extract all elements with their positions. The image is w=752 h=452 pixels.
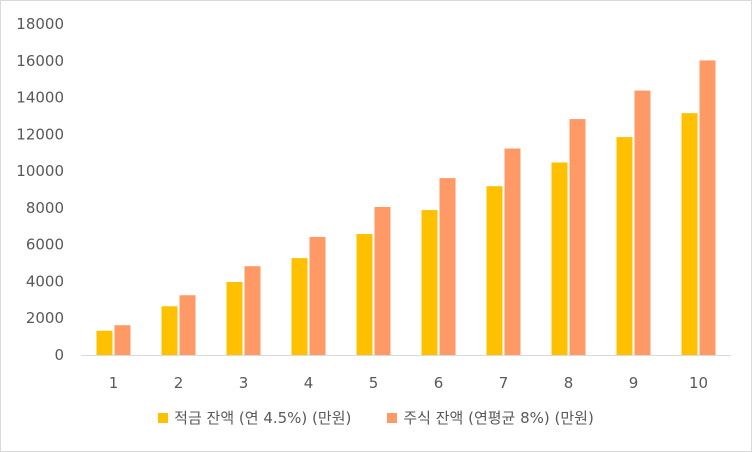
legend: 적금 잔액 (연 4.5%) (만원) 주식 잔액 (연평균 8%) (만원) [1,407,751,428]
bar-stocks [699,60,716,355]
x-tick-label: 9 [629,374,639,392]
bar-savings [681,113,698,355]
y-axis-ticks: 0 2000 4000 6000 8000 10000 12000 14000 16000 180… [16,15,64,364]
x-tick-label: 8 [564,374,574,392]
bar-savings [161,306,178,355]
x-axis-ticks: 1 2 3 4 5 6 7 8 9 10 [109,374,708,392]
x-tick-label: 6 [434,374,444,392]
bar-savings [551,162,568,355]
bar-savings [356,234,373,355]
bar-stocks [179,295,196,355]
legend-item-stocks: 주식 잔액 (연평균 8%) (만원) [387,407,594,428]
y-tick-label: 10000 [16,162,64,180]
bar-savings [226,281,243,355]
x-tick-label: 1 [109,374,119,392]
y-tick-label: 14000 [16,89,64,107]
bars [96,60,716,355]
y-tick-label: 0 [54,346,64,364]
legend-label-stocks: 주식 잔액 (연평균 8%) (만원) [403,409,594,427]
x-tick-label: 10 [689,374,708,392]
y-tick-label: 18000 [16,15,64,33]
bar-savings [291,258,308,355]
legend-label-savings: 적금 잔액 (연 4.5%) (만원) [174,409,352,427]
bar-savings [96,330,113,355]
y-tick-label: 4000 [26,272,64,290]
bar-stocks [374,206,391,355]
y-tick-label: 16000 [16,52,64,70]
y-tick-label: 2000 [26,309,64,327]
bar-stocks [439,178,456,355]
x-tick-label: 4 [304,374,314,392]
x-tick-label: 7 [499,374,509,392]
legend-swatch-savings [158,412,169,423]
x-tick-label: 2 [174,374,184,392]
y-tick-label: 6000 [26,236,64,254]
bar-stocks [569,119,586,355]
bar-savings [421,210,438,355]
bar-stocks [244,266,261,355]
bar-stocks [634,90,651,355]
x-tick-label: 3 [239,374,249,392]
bar-stocks [114,325,131,355]
bar-stocks [504,148,521,355]
y-tick-label: 8000 [26,199,64,217]
x-tick-label: 5 [369,374,379,392]
bar-savings [486,186,503,355]
legend-item-savings: 적금 잔액 (연 4.5%) (만원) [158,407,351,428]
bar-stocks [309,236,326,355]
y-tick-label: 12000 [16,125,64,143]
bar-savings [616,137,633,355]
legend-swatch-stocks [387,412,398,423]
